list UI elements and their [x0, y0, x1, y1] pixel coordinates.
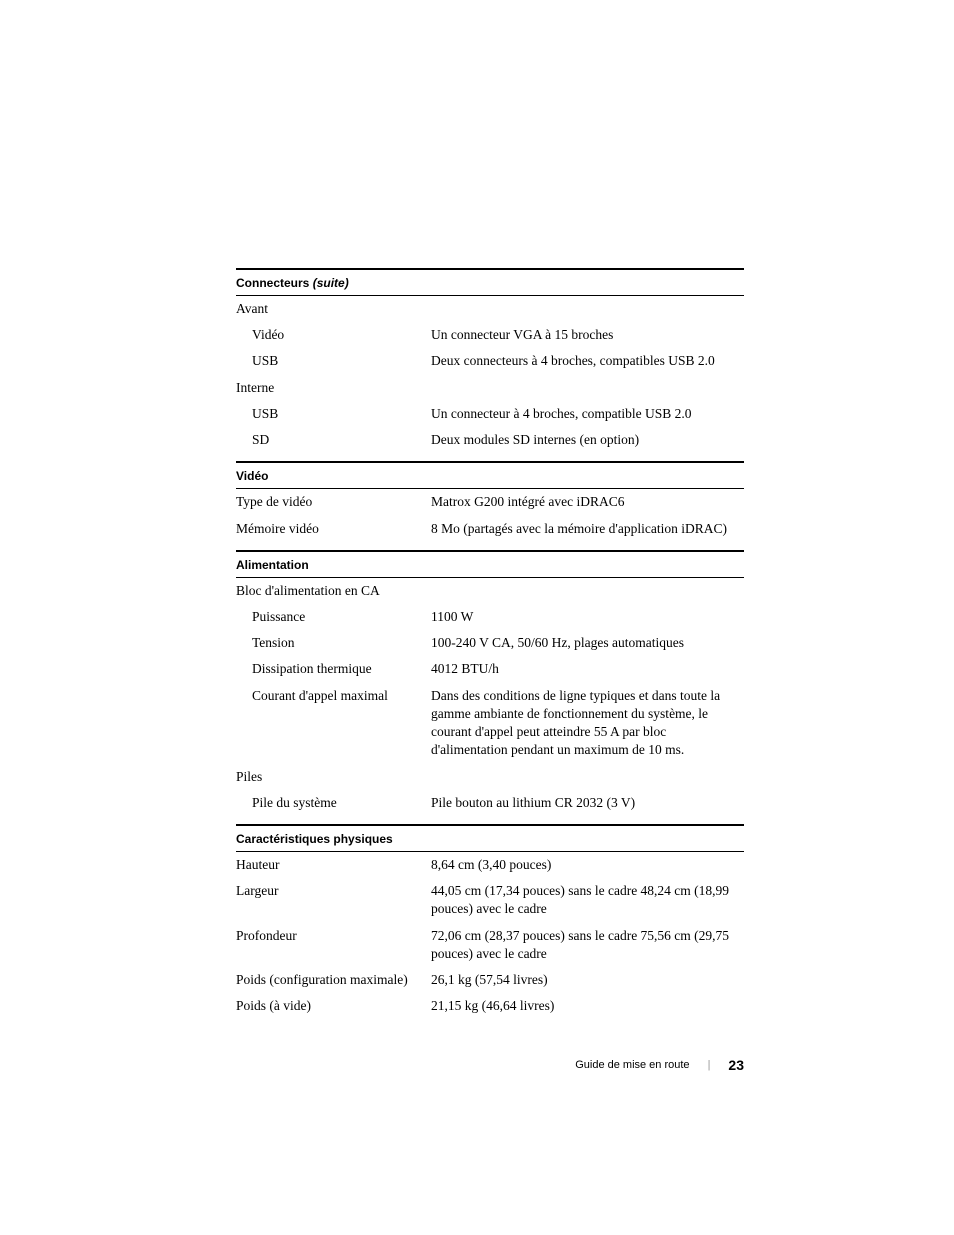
alimentation-title: Alimentation [236, 558, 309, 572]
table-row: Courant d'appel maximal Dans des conditi… [236, 683, 744, 764]
video-label: Vidéo [236, 326, 431, 344]
poids-max-value: 26,1 kg (57,54 livres) [431, 971, 744, 989]
connecteurs-title-suffix: (suite) [313, 276, 349, 290]
table-row: Profondeur 72,06 cm (28,37 pouces) sans … [236, 923, 744, 967]
table-row: Poids (configuration maximale) 26,1 kg (… [236, 967, 744, 993]
interne-sd-label: SD [236, 431, 431, 449]
hauteur-label: Hauteur [236, 856, 431, 874]
table-row: USB Deux connecteurs à 4 broches, compat… [236, 348, 744, 374]
hauteur-value: 8,64 cm (3,40 pouces) [431, 856, 744, 874]
piles-label: Piles [236, 768, 431, 786]
pile-sys-label: Pile du système [236, 794, 431, 812]
profondeur-value: 72,06 cm (28,37 pouces) sans le cadre 75… [431, 927, 744, 963]
puissance-label: Puissance [236, 608, 431, 626]
table-row: SD Deux modules SD internes (en option) [236, 427, 744, 453]
table-row: Hauteur 8,64 cm (3,40 pouces) [236, 852, 744, 878]
pile-sys-value: Pile bouton au lithium CR 2032 (3 V) [431, 794, 744, 812]
interne-usb-label: USB [236, 405, 431, 423]
table-row: Puissance 1100 W [236, 604, 744, 630]
dissipation-value: 4012 BTU/h [431, 660, 744, 678]
courant-value: Dans des conditions de ligne typiques et… [431, 687, 744, 760]
table-row: Mémoire vidéo 8 Mo (partagés avec la mém… [236, 516, 744, 542]
section-header-connecteurs: Connecteurs (suite) [236, 268, 744, 296]
table-row: Pile du système Pile bouton au lithium C… [236, 790, 744, 816]
table-row: Largeur 44,05 cm (17,34 pouces) sans le … [236, 878, 744, 922]
type-video-value: Matrox G200 intégré avec iDRAC6 [431, 493, 744, 511]
profondeur-label: Profondeur [236, 927, 431, 963]
dissipation-label: Dissipation thermique [236, 660, 431, 678]
footer-page-number: 23 [728, 1057, 744, 1073]
type-video-label: Type de vidéo [236, 493, 431, 511]
poids-vide-label: Poids (à vide) [236, 997, 431, 1015]
section-header-alimentation: Alimentation [236, 550, 744, 578]
video-section-title: Vidéo [236, 469, 268, 483]
table-row: Piles [236, 764, 744, 790]
largeur-value: 44,05 cm (17,34 pouces) sans le cadre 48… [431, 882, 744, 918]
tension-value: 100-240 V CA, 50/60 Hz, plages automatiq… [431, 634, 744, 652]
memoire-video-label: Mémoire vidéo [236, 520, 431, 538]
connecteurs-title-prefix: Connecteurs [236, 276, 309, 290]
table-row: Interne [236, 375, 744, 401]
page-footer: Guide de mise en route | 23 [236, 1057, 744, 1073]
largeur-label: Largeur [236, 882, 431, 918]
table-row: Bloc d'alimentation en CA [236, 578, 744, 604]
table-row: Type de vidéo Matrox G200 intégré avec i… [236, 489, 744, 515]
table-row: Tension 100-240 V CA, 50/60 Hz, plages a… [236, 630, 744, 656]
footer-title: Guide de mise en route [575, 1059, 689, 1071]
section-header-video: Vidéo [236, 461, 744, 489]
interne-label: Interne [236, 379, 431, 397]
avant-label: Avant [236, 300, 431, 318]
table-row: Vidéo Un connecteur VGA à 15 broches [236, 322, 744, 348]
table-row: Avant [236, 296, 744, 322]
table-row: Dissipation thermique 4012 BTU/h [236, 656, 744, 682]
footer-divider-icon: | [708, 1059, 711, 1071]
table-row: USB Un connecteur à 4 broches, compatibl… [236, 401, 744, 427]
puissance-value: 1100 W [431, 608, 744, 626]
physique-title: Caractéristiques physiques [236, 832, 393, 846]
poids-vide-value: 21,15 kg (46,64 livres) [431, 997, 744, 1015]
usb-value: Deux connecteurs à 4 broches, compatible… [431, 352, 744, 370]
poids-max-label: Poids (configuration maximale) [236, 971, 431, 989]
interne-usb-value: Un connecteur à 4 broches, compatible US… [431, 405, 744, 423]
section-header-physique: Caractéristiques physiques [236, 824, 744, 852]
usb-label: USB [236, 352, 431, 370]
video-value: Un connecteur VGA à 15 broches [431, 326, 744, 344]
tension-label: Tension [236, 634, 431, 652]
bloc-label: Bloc d'alimentation en CA [236, 582, 431, 600]
interne-sd-value: Deux modules SD internes (en option) [431, 431, 744, 449]
courant-label: Courant d'appel maximal [236, 687, 431, 760]
table-row: Poids (à vide) 21,15 kg (46,64 livres) [236, 993, 744, 1019]
memoire-video-value: 8 Mo (partagés avec la mémoire d'applica… [431, 520, 744, 538]
